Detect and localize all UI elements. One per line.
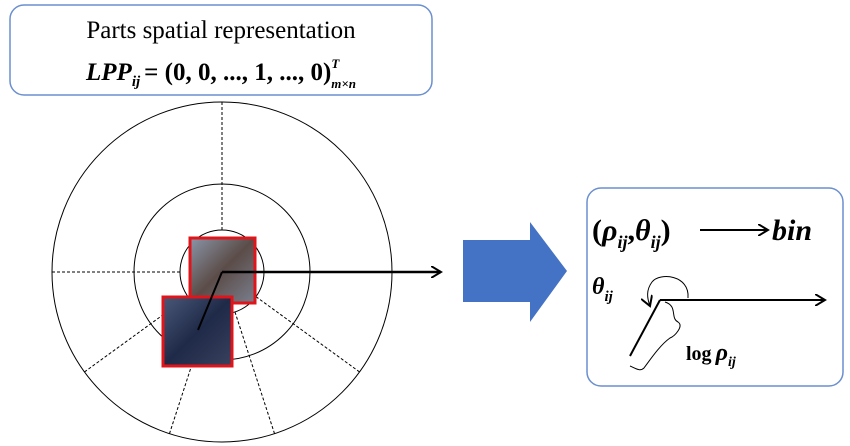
- formula-sub: m×n: [331, 76, 356, 91]
- sector-line: [235, 312, 275, 434]
- formula-sup: T: [331, 56, 340, 71]
- log: log: [686, 343, 712, 365]
- theta: θ: [635, 214, 651, 247]
- rho-sub: ij: [728, 355, 736, 370]
- theta-sub: ij: [604, 289, 613, 305]
- separator: ,: [627, 214, 635, 247]
- paren: ): [661, 214, 671, 247]
- sector-line: [256, 297, 360, 372]
- rho: ρ: [601, 214, 617, 247]
- formula-body: = (0, 0, ..., 1, ..., 0): [144, 59, 331, 86]
- part-image: [190, 238, 255, 303]
- paren: (: [592, 214, 602, 247]
- formula-base-sub: ij: [132, 74, 141, 90]
- part-image: [163, 297, 232, 366]
- flow-arrow: [463, 222, 567, 322]
- rho: ρ: [715, 340, 728, 366]
- diagram: Parts spatial representation LPPij= (0, …: [0, 0, 850, 446]
- bin-label: bin: [772, 214, 812, 247]
- theta: θ: [592, 274, 605, 300]
- top-title: Parts spatial representation: [86, 17, 356, 44]
- formula-base: LPP: [85, 59, 133, 86]
